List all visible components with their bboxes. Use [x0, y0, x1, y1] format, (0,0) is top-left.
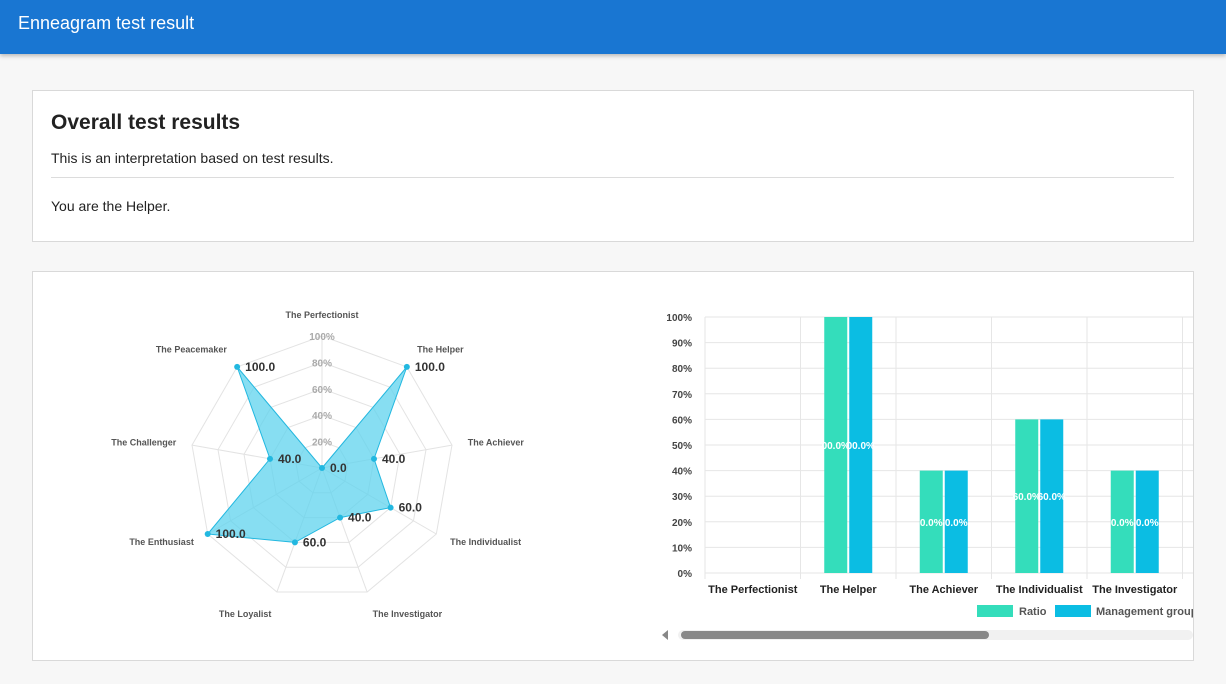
- radar-value-label: 100.0: [216, 527, 246, 541]
- y-tick-label: 20%: [672, 518, 692, 529]
- summary-result: You are the Helper.: [51, 198, 171, 214]
- radar-chart: 20% 40% 60% 80% 100% 0.0 100.0 40.0 60.0 40.0 60.0…: [111, 310, 525, 619]
- radar-point: [387, 504, 394, 511]
- divider: [51, 177, 1174, 178]
- legend-swatch-management-group: [1055, 605, 1091, 617]
- radar-point: [234, 363, 241, 370]
- bar-value-label: 0.0%: [920, 518, 943, 529]
- radar-axis-label: The Helper: [417, 345, 464, 355]
- bar: [1110, 470, 1134, 573]
- radar-axis-label: The Achiever: [468, 437, 525, 447]
- radar-point: [267, 455, 274, 462]
- bar: [944, 470, 968, 573]
- y-tick-label: 100%: [666, 313, 692, 324]
- radar-scale-label: 80%: [312, 358, 332, 369]
- radar-point: [204, 531, 211, 537]
- bar-value-label: 60.0%: [1013, 492, 1041, 503]
- y-tick-label: 70%: [672, 390, 692, 401]
- radar-series-area: [206, 366, 408, 543]
- x-tick-label: The Investigator: [1092, 584, 1178, 596]
- radar-point: [337, 514, 344, 521]
- radar-point: [370, 455, 377, 462]
- radar-axis-label: The Loyalist: [219, 609, 272, 619]
- y-tick-label: 90%: [672, 339, 692, 350]
- radar-scale-label: 100%: [309, 332, 335, 343]
- radar-axis-label: The Peacemaker: [156, 345, 228, 355]
- legend-swatch-ratio: [977, 605, 1013, 617]
- bar-value-label: 00.0%: [822, 441, 850, 452]
- legend-label-management-group: Management group: [1096, 606, 1193, 618]
- radar-grid-ring: [243, 388, 401, 543]
- y-tick-label: 60%: [672, 415, 692, 426]
- radar-point: [319, 465, 325, 471]
- radar-axis-label: The Investigator: [373, 609, 443, 619]
- summary-description: This is an interpretation based on test …: [51, 150, 334, 166]
- app-bar: Enneagram test result: [0, 0, 1226, 54]
- radar-axis-label: The Enthusiast: [129, 537, 194, 547]
- radar-axis-label: The Individualist: [450, 537, 521, 547]
- radar-value-label: 0.0: [330, 461, 347, 475]
- scrollbar-thumb[interactable]: [681, 631, 989, 639]
- x-tick-label: The Helper: [820, 584, 878, 596]
- radar-grid-ring: [191, 335, 453, 593]
- bar: [1015, 419, 1039, 573]
- bar: [1040, 419, 1064, 573]
- x-tick-label: The Achiever: [909, 584, 978, 596]
- radar-value-label: 40.0: [382, 452, 406, 466]
- bar-value-label: 0.0%: [1111, 518, 1134, 529]
- bar-chart: 0% 10% 20% 30% 40% 50% 60% 70% 80% 90% 100% The Per…: [662, 313, 1193, 640]
- bar: [919, 470, 943, 573]
- y-tick-label: 40%: [672, 467, 692, 478]
- x-tick-label: The Perfectionist: [708, 584, 798, 596]
- app-title: Enneagram test result: [18, 13, 195, 33]
- radar-value-label: 40.0: [278, 452, 302, 466]
- radar-value-label: 40.0: [348, 511, 372, 525]
- y-tick-label: 0%: [678, 569, 693, 580]
- scroll-left-arrow[interactable]: [662, 630, 668, 640]
- y-tick-label: 30%: [672, 492, 692, 503]
- radar-scale-label: 60%: [312, 385, 332, 396]
- summary-heading: Overall test results: [51, 111, 241, 134]
- y-tick-label: 50%: [672, 441, 692, 452]
- legend-label-ratio: Ratio: [1019, 606, 1047, 618]
- y-tick-label: 10%: [672, 543, 692, 554]
- radar-value-label: 60.0: [303, 535, 327, 549]
- radar-point: [403, 363, 410, 370]
- bar: [849, 317, 873, 573]
- summary-card: Overall test results This is an interpre…: [32, 90, 1194, 242]
- bar: [824, 317, 848, 573]
- radar-grid-ring: [217, 361, 427, 568]
- bar-value-label: 0.0%: [1136, 518, 1159, 529]
- radar-value-label: 100.0: [245, 360, 275, 374]
- radar-value-label: 60.0: [399, 501, 423, 515]
- bar-value-label: 0.0%: [945, 518, 968, 529]
- radar-axis-label: The Challenger: [111, 437, 177, 447]
- radar-point: [291, 539, 298, 546]
- x-tick-label: The Individualist: [996, 584, 1083, 596]
- radar-value-label: 100.0: [415, 360, 445, 374]
- bar-value-label: 00.0%: [847, 441, 875, 452]
- bar: [1135, 470, 1159, 573]
- charts-card: 20% 40% 60% 80% 100% 0.0 100.0 40.0 60.0 40.0 60.0…: [32, 271, 1194, 661]
- radar-scale-label: 40%: [312, 411, 332, 422]
- bar-plot-area: The Perfectionist 00.0%00.0% The Helper 0.0…: [708, 317, 1178, 596]
- bar-value-label: 60.0%: [1038, 492, 1066, 503]
- y-tick-label: 80%: [672, 364, 692, 375]
- radar-axis-label: The Perfectionist: [285, 310, 358, 320]
- radar-scale-label: 20%: [312, 438, 332, 449]
